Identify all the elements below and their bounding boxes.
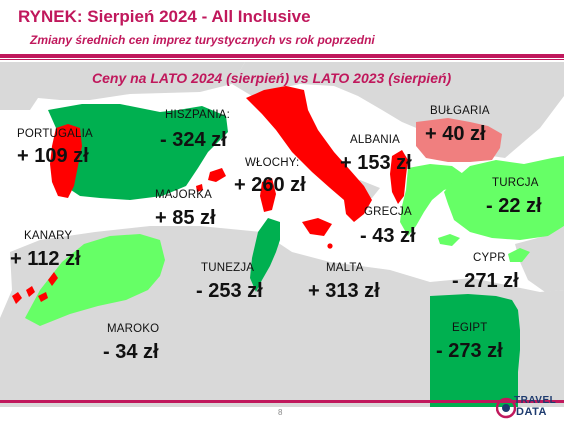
- label-value-kanary: + 112 zł: [10, 248, 81, 270]
- island-majorka: [208, 168, 226, 182]
- island-kanary-1: [12, 292, 22, 304]
- country-portugalia: [50, 124, 82, 198]
- country-egipt: [430, 294, 520, 407]
- country-albania: [390, 150, 408, 204]
- island-ibiza: [196, 184, 203, 192]
- island-sardynia: [260, 178, 276, 212]
- mediterranean-map: [0, 62, 564, 407]
- label-value-grecja: - 43 zł: [360, 225, 416, 247]
- land-levant: [515, 226, 564, 292]
- label-value-albania: + 153 zł: [340, 152, 412, 174]
- label-value-turcja: - 22 zł: [486, 195, 542, 217]
- land-western-europe: [0, 62, 245, 110]
- country-bulgaria: [416, 118, 502, 162]
- island-kanary-3: [38, 292, 48, 302]
- label-name-tunezja: TUNEZJA: [201, 262, 255, 274]
- label-value-maroko: - 34 zł: [103, 341, 159, 363]
- country-turcja: [444, 156, 564, 240]
- slide-subtitle: Zmiany średnich cen imprez turystycznych…: [30, 33, 375, 47]
- label-name-bulgaria: BUŁGARIA: [430, 105, 490, 117]
- country-hiszpania: [48, 104, 228, 200]
- label-name-malta: MALTA: [326, 262, 364, 274]
- label-name-majorka: MAJORKA: [155, 189, 212, 201]
- label-name-cypr: CYPR: [473, 252, 506, 264]
- logo-line-2: DATA: [516, 406, 547, 418]
- island-kanary-4: [48, 272, 58, 286]
- label-value-portugalia: + 109 zł: [17, 145, 89, 167]
- island-kanary-2: [26, 286, 35, 297]
- label-value-malta: + 313 zł: [308, 280, 380, 302]
- header-rule: [0, 54, 564, 58]
- label-name-portugalia: PORTUGALIA: [17, 128, 93, 140]
- label-value-bulgaria: + 40 zł: [425, 123, 486, 145]
- country-tunezja: [250, 218, 280, 292]
- label-name-hiszpania: HISZPANIA:: [165, 109, 231, 121]
- country-wlochy: [246, 86, 372, 222]
- island-cypr: [508, 248, 530, 262]
- island-malta: [327, 243, 333, 249]
- label-value-majorka: + 85 zł: [155, 207, 216, 229]
- label-value-tunezja: - 253 zł: [196, 280, 263, 302]
- label-name-egipt: EGIPT: [452, 322, 488, 334]
- logo-line-1: TRAVEL: [514, 395, 557, 406]
- label-name-albania: ALBANIA: [350, 134, 400, 146]
- map-title: Ceny na LATO 2024 (sierpień) vs LATO 202…: [92, 70, 452, 86]
- label-name-kanary: KANARY: [24, 230, 73, 242]
- label-name-turcja: TURCJA: [492, 177, 539, 189]
- label-value-cypr: - 271 zł: [452, 270, 519, 292]
- logo-mark-icon: [496, 397, 516, 419]
- label-value-hiszpania: - 324 zł: [160, 129, 227, 151]
- header-rule-thin: [0, 59, 564, 60]
- travel-data-logo: TRAVEL DATA: [496, 394, 562, 422]
- label-name-maroko: MAROKO: [107, 323, 160, 335]
- footer-rule: [0, 400, 564, 403]
- label-value-egipt: - 273 zł: [436, 340, 503, 362]
- slide-title: RYNEK: Sierpień 2024 - All Inclusive: [18, 7, 311, 26]
- island-sycylia: [302, 218, 332, 236]
- page-number: 8: [278, 408, 283, 417]
- island-kreta: [438, 234, 460, 246]
- country-grecja: [400, 164, 466, 236]
- label-name-wlochy: WŁOCHY:: [245, 157, 300, 169]
- country-maroko: [25, 234, 165, 326]
- label-value-wlochy: + 260 zł: [234, 174, 306, 196]
- label-name-grecja: GRECJA: [364, 206, 412, 218]
